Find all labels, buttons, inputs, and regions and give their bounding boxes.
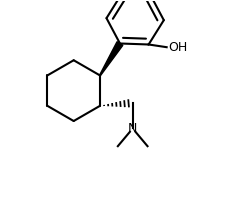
- Text: OH: OH: [168, 41, 187, 54]
- Text: N: N: [127, 122, 137, 135]
- Polygon shape: [99, 42, 122, 76]
